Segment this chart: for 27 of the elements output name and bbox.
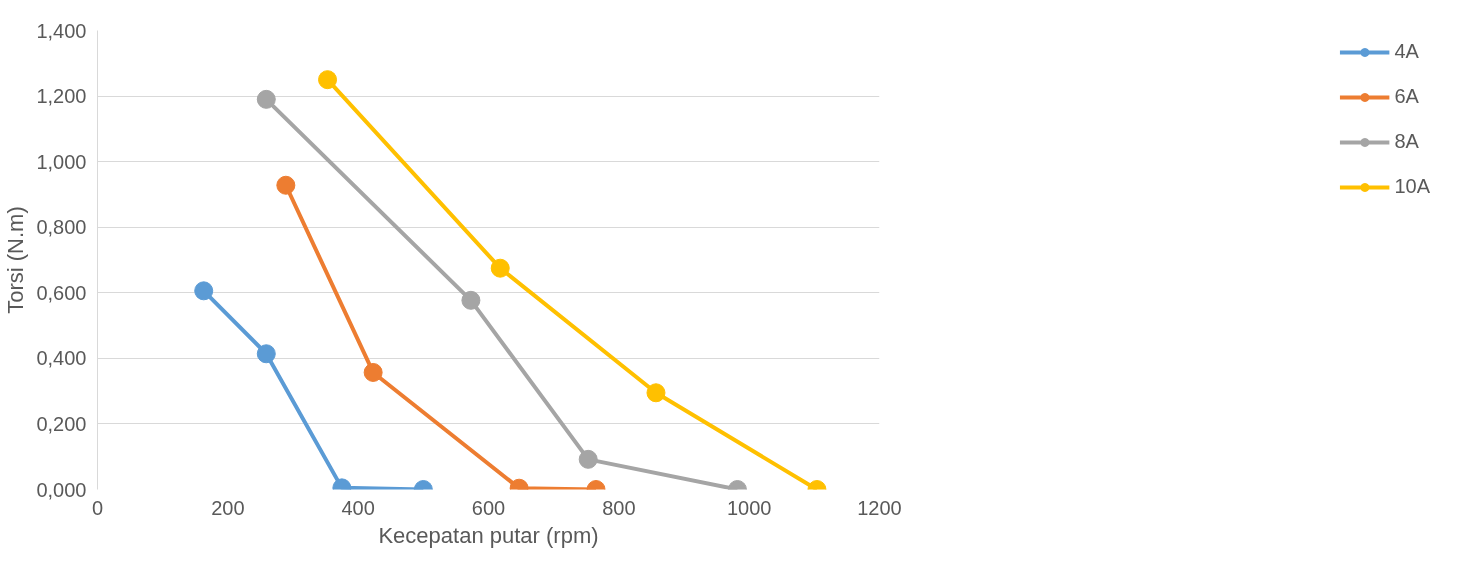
x-tick-label: 0 — [91, 496, 104, 519]
y-axis-title: Torsi (N.m) — [3, 206, 29, 314]
y-tick-label: 0,400 — [36, 347, 87, 370]
x-tick-label: 400 — [341, 496, 375, 519]
x-axis-title: Kecepatan putar (rpm) — [378, 522, 599, 548]
point — [461, 290, 481, 310]
y-tick-label: 0,800 — [36, 216, 87, 239]
legend-label: 10A — [1394, 175, 1430, 198]
y-tick-label: 0,000 — [36, 478, 87, 501]
y-tick-label: 1,000 — [36, 150, 87, 173]
x-tick-label: 200 — [211, 496, 245, 519]
y-tick-label: 0,600 — [36, 281, 87, 304]
y-tick-label: 1,200 — [36, 85, 87, 108]
point — [490, 258, 510, 278]
legend-label: 4A — [1394, 40, 1419, 63]
legend-label: 8A — [1394, 130, 1419, 153]
x-tick-label: 1200 — [857, 496, 902, 519]
point — [318, 70, 338, 90]
x-tick-label: 600 — [471, 496, 506, 519]
point — [256, 89, 276, 109]
x-tick-label: 1000 — [726, 496, 772, 519]
y-tick-label: 0,200 — [36, 412, 87, 435]
point — [194, 281, 214, 301]
y-tick-label: 1,400 — [36, 19, 87, 42]
x-tick-label: 800 — [602, 496, 636, 519]
legend-label: 6A — [1394, 85, 1419, 108]
point — [276, 175, 296, 195]
